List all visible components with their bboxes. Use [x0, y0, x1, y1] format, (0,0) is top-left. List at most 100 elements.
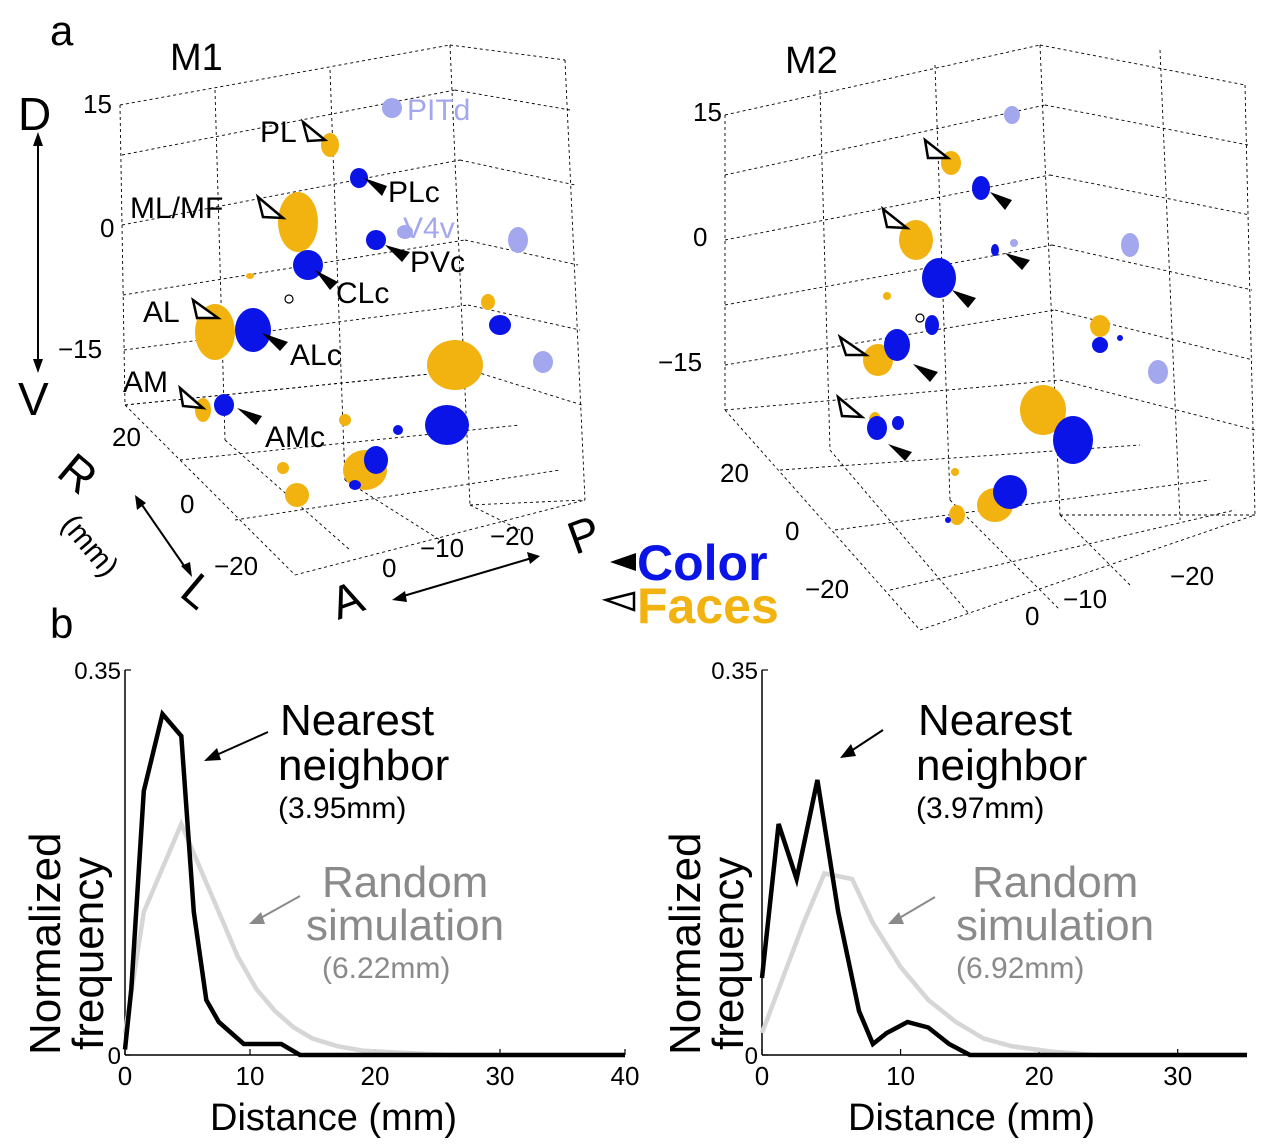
panel-a-letter: a: [50, 7, 74, 54]
legend-faces-marker-icon: [601, 591, 636, 612]
legend-color-marker-icon: [610, 553, 636, 571]
ylabel-m2-line2: frequency: [704, 857, 753, 1050]
chart-m2-random-label-line2: simulation: [956, 901, 1154, 950]
m2-face-arrows: [836, 137, 952, 419]
m1-xtick-label-20: 20: [361, 1061, 390, 1091]
m2-ztick-m15: −15: [658, 347, 702, 377]
m1-face-patch-pl: [321, 133, 339, 157]
chart-m2-nearest-median: (3.97mm): [916, 792, 1044, 825]
chart-m2-lines: [759, 779, 1247, 1058]
m1-nearest-neighbor-line: [122, 709, 625, 1058]
m1-face-patches: [195, 133, 495, 507]
m2-aptick-0: 0: [1025, 601, 1039, 631]
chart-m1-lines: [122, 709, 625, 1058]
m1-face-patch-mlmf: [278, 192, 318, 252]
m1-color-cluster-clc: [293, 250, 323, 280]
m1-reference-pitd: [382, 98, 402, 118]
legend-faces: Faces: [637, 578, 779, 634]
m1-ltick-m20: −20: [214, 551, 258, 581]
chart-m2-random-median: (6.92mm): [956, 952, 1084, 985]
m2-xtick-label-20: 20: [1025, 1061, 1054, 1091]
m2-color-arrows: [888, 192, 1030, 461]
axis-label-rostral: R: [49, 443, 108, 504]
m1-label-clc: CLc: [336, 277, 389, 310]
m1-face-arrows: [178, 118, 329, 410]
axis-label-posterior: P: [561, 505, 608, 564]
chart-m1-random-median: (6.22mm): [322, 952, 450, 985]
m2-ltick-m20: −20: [805, 574, 849, 604]
m2-random-simulation-line: [759, 870, 1247, 1058]
m1-label-al: AL: [143, 296, 180, 329]
m1-ytick-label-0: 0: [108, 1043, 121, 1070]
m1-reference-v4v: [397, 225, 413, 239]
m1-label-plc: PLc: [388, 176, 440, 209]
m1-label-amc: AMc: [265, 421, 325, 454]
axis-label-anterior: A: [324, 570, 371, 629]
m1-aptick-0: 0: [382, 553, 396, 583]
m2-reference-areas: [1004, 106, 1168, 384]
m1-ztick-15: 15: [83, 89, 112, 119]
m1-xtick-label-10: 10: [236, 1061, 265, 1091]
m1-label-v4v: V4v: [403, 212, 455, 245]
m2-aptick-m20: −20: [1170, 561, 1214, 591]
m1-random-simulation-line: [122, 818, 625, 1058]
chart-m2-nearest-label-line2: neighbor: [916, 741, 1087, 790]
m1-xtick-label-40: 40: [611, 1061, 640, 1091]
m1-color-cluster-pvc: [366, 230, 386, 250]
m2-grid: [724, 44, 1256, 631]
m1-color-cluster-plc: [350, 168, 368, 188]
chart-m1-xlabel: Distance (mm): [210, 1097, 457, 1139]
m1-ltick-20: 20: [112, 422, 141, 452]
m1-ztick-0: 0: [100, 213, 114, 243]
m1-color-arrows: [237, 178, 410, 425]
m2-ztick-0: 0: [693, 222, 707, 252]
chart-m2-distance: Normalized frequency 0 10 20 30 0 0.35 Distan…: [661, 658, 1247, 1139]
m2-ltick-20: 20: [720, 458, 749, 488]
chart-m1-random-label-line2: simulation: [306, 901, 504, 950]
chart-m2-axes: 0 10 20 30 0 0.35: [711, 658, 1247, 1091]
m2-face-patches: [863, 151, 1110, 525]
panel-b-letter: b: [50, 600, 73, 647]
chart-m1-nearest-median: (3.95mm): [278, 792, 406, 825]
m1-xtick-label-30: 30: [486, 1061, 515, 1091]
m2-aptick-m10: −10: [1063, 584, 1107, 614]
axis-label-mm: (mm): [55, 508, 125, 583]
m1-ytick-label-0.35: 0.35: [74, 658, 121, 685]
m2-ytick-label-0: 0: [745, 1043, 758, 1070]
chart-m1-random-label-line1: Random: [322, 858, 488, 907]
chart-m2-nearest-label-line1: Nearest: [918, 696, 1072, 745]
chart-m2-xlabel: Distance (mm): [848, 1097, 1095, 1139]
chart-m2-random-label-line1: Random: [972, 858, 1138, 907]
m1-3d-plot: M1: [58, 37, 586, 583]
m1-color-cluster-amc: [214, 394, 234, 416]
m2-xtick-label-0: 0: [755, 1061, 769, 1091]
m2-ytick-label-0.35: 0.35: [711, 658, 758, 685]
m2-title: M2: [785, 40, 838, 82]
ylabel-m2-line1: Normalized: [661, 832, 710, 1055]
m2-xtick-label-30: 30: [1163, 1061, 1192, 1091]
m1-label-pitd: PITd: [407, 94, 470, 127]
m1-label-pvc: PVc: [410, 246, 465, 279]
chart-m1-nearest-label-line2: neighbor: [278, 741, 449, 790]
legend-color: Color: [637, 535, 768, 591]
m2-nearest-neighbor-line: [759, 779, 1247, 1058]
m2-ltick-0: 0: [785, 516, 799, 546]
m1-label-mlmf: ML/MF: [130, 192, 223, 225]
m1-label-alc: ALc: [290, 339, 342, 372]
m1-label-am: AM: [123, 366, 168, 399]
chart-m1-distance: Normalized frequency 0 10 20 30 40 0 0.35 Dist…: [21, 658, 639, 1139]
m1-ltick-0: 0: [180, 489, 194, 519]
m1-color-cluster-alc: [235, 308, 271, 352]
m2-xtick-label-10: 10: [886, 1061, 915, 1091]
m1-title: M1: [170, 37, 223, 79]
m2-ztick-15: 15: [693, 97, 722, 127]
chart-m1-nearest-label-line1: Nearest: [280, 696, 434, 745]
m2-color-clusters: [867, 176, 1123, 523]
axis-label-dorsal: D: [18, 88, 51, 140]
ylabel-m1-line2: frequency: [64, 857, 113, 1050]
m1-color-clusters: [214, 168, 511, 490]
axis-label-ventral: V: [18, 373, 49, 425]
m1-label-pl: PL: [260, 116, 297, 149]
legend: Color Faces: [601, 535, 779, 634]
m1-aptick-m10: −10: [420, 533, 464, 563]
